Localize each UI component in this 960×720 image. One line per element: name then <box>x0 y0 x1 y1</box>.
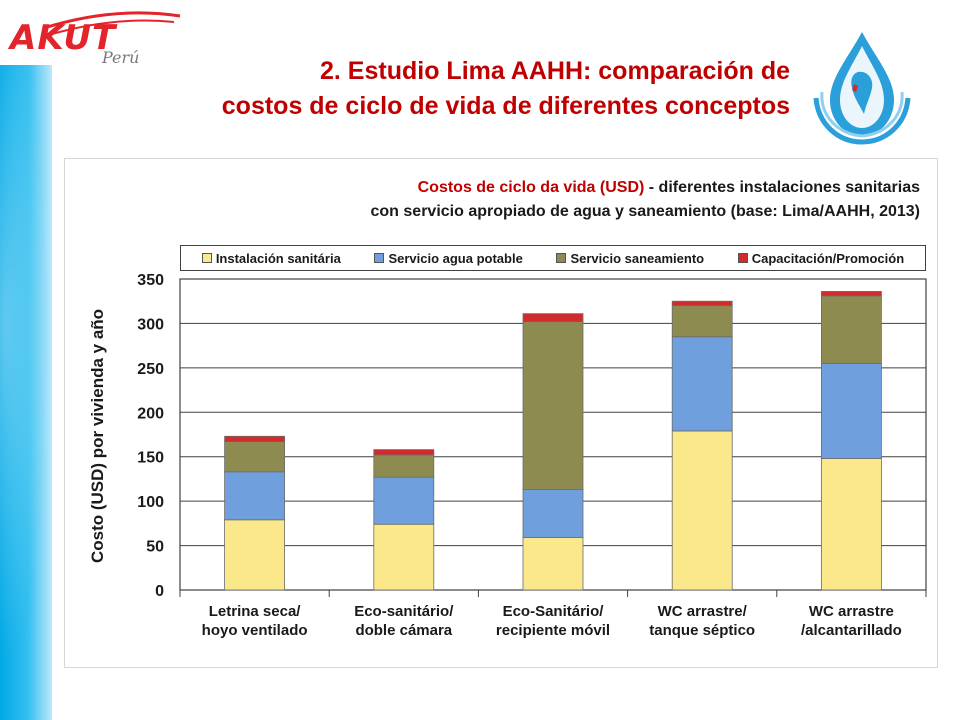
bar-segment-servicio-saneamiento <box>671 305 733 338</box>
y-tick-label: 350 <box>137 272 164 289</box>
left-decorative-band <box>0 65 52 720</box>
chart-legend: Instalación sanitária Servicio agua potab… <box>180 245 926 271</box>
bar-segment-servicio-saneamiento <box>224 441 286 473</box>
x-category-label-line: hoyo ventilado <box>201 622 308 639</box>
x-category-label: WC arrastre/alcantarillado <box>776 602 926 640</box>
legend-item: Instalación sanitária <box>201 250 341 266</box>
y-tick-label: 0 <box>155 583 164 600</box>
bar-segment-instalaci-n-sanit-ria <box>224 519 286 591</box>
bar-segment-capacitaci-n-promoci-n <box>671 300 733 307</box>
legend-item: Servicio saneamiento <box>556 251 704 266</box>
x-category-label: WC arrastre/tanque séptico <box>627 602 777 640</box>
bar-segment-servicio-agua-potable <box>821 363 882 459</box>
y-tick-label: 150 <box>137 450 164 467</box>
slide-title: 2. Estudio Lima AAHH: comparación de cos… <box>100 54 790 124</box>
x-category-label: Eco-Sanitário/recipiente móvil <box>478 602 628 640</box>
bar-segment-servicio-agua-potable <box>522 489 584 538</box>
x-category-label: Eco-sanitário/doble cámara <box>329 602 479 640</box>
slide-title-line1: 2. Estudio Lima AAHH: comparación de <box>320 57 790 85</box>
legend-swatch <box>374 253 385 263</box>
x-category-label: Letrina seca/hoyo ventilado <box>180 602 330 640</box>
x-category-label-line: Letrina seca/ <box>208 603 301 620</box>
chart-title-rest: - diferentes instalaciones sanitarias <box>644 179 920 196</box>
legend-label: Instalación sanitária <box>215 250 341 266</box>
bar-segment-servicio-agua-potable <box>224 471 286 521</box>
legend-label: Capacitación/Promoción <box>751 250 905 266</box>
logo-text: AKUT <box>10 18 117 58</box>
legend-swatch <box>201 253 212 263</box>
x-category-label-line: tanque séptico <box>649 622 756 639</box>
bar-segment-capacitaci-n-promoci-n <box>224 435 286 443</box>
bar-segment-servicio-agua-potable <box>373 476 435 525</box>
legend-item: Servicio agua potable <box>374 250 523 266</box>
legend-item: Capacitación/Promoción <box>737 250 905 266</box>
x-category-label-line: Eco-sanitário/ <box>354 603 454 620</box>
y-tick-label: 200 <box>137 405 164 422</box>
y-tick-label: 250 <box>137 361 164 378</box>
legend-label: Servicio agua potable <box>388 250 523 266</box>
bar-segment-capacitaci-n-promoci-n <box>373 449 435 456</box>
legend-label: Servicio saneamiento <box>570 250 705 266</box>
legend-swatch <box>556 253 567 263</box>
bar-segment-capacitaci-n-promoci-n <box>522 313 584 323</box>
chart-title: Costos de ciclo da vida (USD) - diferent… <box>64 176 921 224</box>
bar-segment-instalaci-n-sanit-ria <box>522 537 584 591</box>
x-category-label-line: WC arrastre <box>808 603 894 620</box>
x-category-label-line: doble cámara <box>355 622 453 639</box>
akut-peru-logo: AKUT Perú <box>4 8 184 68</box>
bar-segment-instalaci-n-sanit-ria <box>821 458 882 591</box>
y-tick-label: 300 <box>137 316 164 333</box>
y-tick-label: 100 <box>137 494 164 511</box>
bar-segment-servicio-saneamiento <box>821 295 882 364</box>
chart-title-line2: con servicio apropiado de agua y saneami… <box>370 203 921 220</box>
logo-swoosh-icon <box>43 11 181 35</box>
slide-title-line2: costos de ciclo de vida de diferentes co… <box>221 92 790 120</box>
bar-segment-servicio-saneamiento <box>522 321 584 490</box>
y-tick-label: 50 <box>146 539 164 556</box>
water-drop-emblem-icon <box>813 32 911 145</box>
x-category-label-line: recipiente móvil <box>495 622 611 639</box>
x-category-label-line: Eco-Sanitário/ <box>502 603 604 620</box>
bar-segment-instalaci-n-sanit-ria <box>671 430 733 591</box>
logo-subtext: Perú <box>102 48 140 67</box>
bar-segment-servicio-saneamiento <box>373 454 435 478</box>
x-category-label-line: WC arrastre/ <box>657 603 747 620</box>
legend-swatch <box>737 253 748 263</box>
bar-segment-capacitaci-n-promoci-n <box>821 291 882 297</box>
x-category-label-line: /alcantarillado <box>800 622 902 639</box>
bar-segment-instalaci-n-sanit-ria <box>373 523 435 591</box>
bar-segment-servicio-agua-potable <box>671 336 733 432</box>
chart-title-highlight: Costos de ciclo da vida (USD) <box>417 179 645 196</box>
